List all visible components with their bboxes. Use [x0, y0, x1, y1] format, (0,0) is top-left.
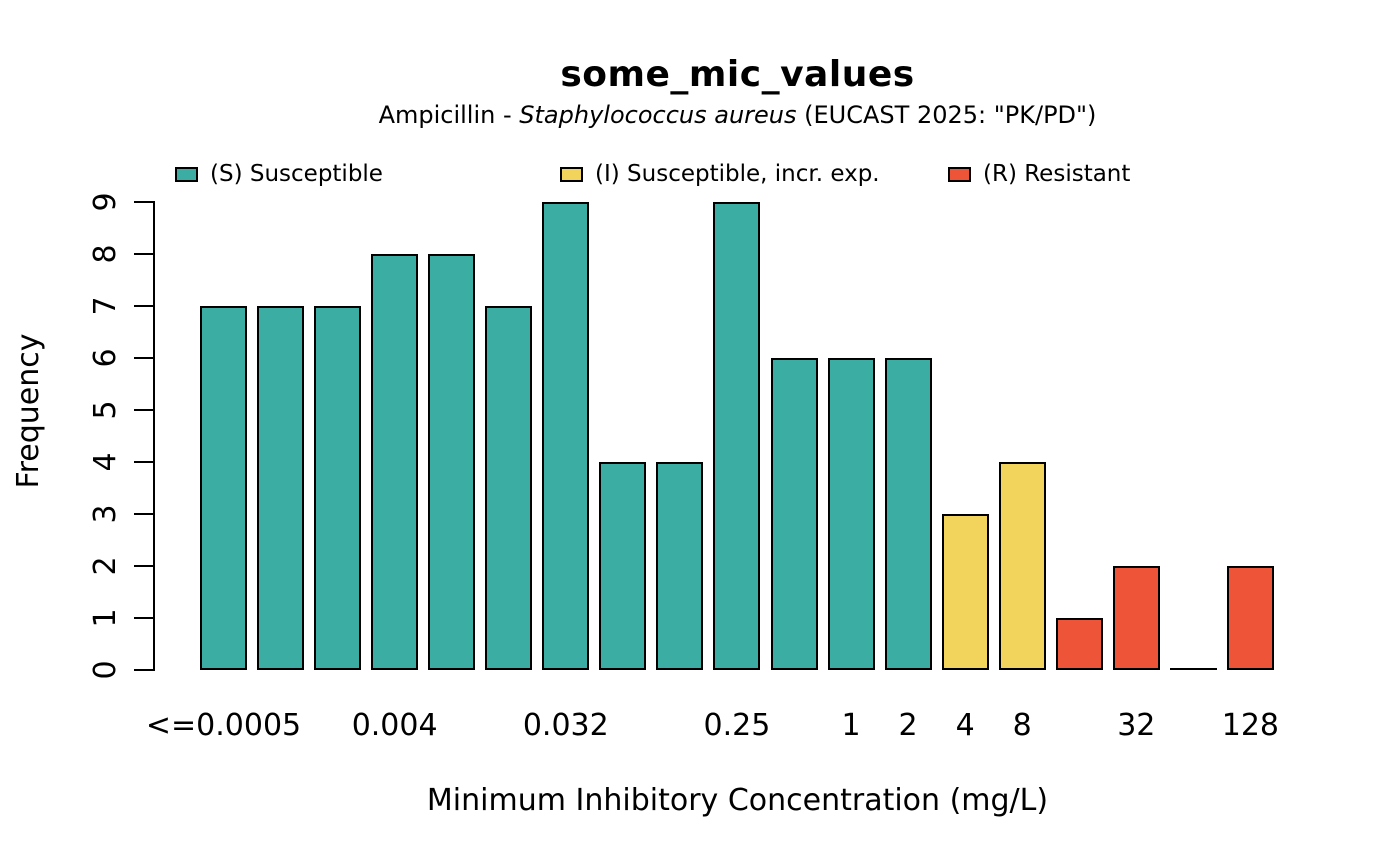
x-tick-label: 0.25	[703, 708, 771, 743]
subtitle-antibiotic: Ampicillin -	[378, 101, 520, 129]
legend-label: (I) Susceptible, incr. exp.	[595, 161, 880, 187]
bar	[428, 254, 476, 670]
y-axis-line	[153, 201, 155, 671]
bar	[1055, 618, 1103, 670]
x-tick-label: 8	[1012, 708, 1032, 743]
bar	[656, 462, 704, 670]
bar	[1112, 566, 1160, 670]
bar	[827, 358, 875, 670]
y-tick-label: 7	[87, 296, 123, 316]
y-tick-label: 8	[87, 244, 123, 264]
y-tick	[134, 461, 153, 463]
x-tick-label: <=0.0005	[145, 708, 302, 743]
x-tick-label: 4	[955, 708, 975, 743]
legend-item-resistant: (R) Resistant	[948, 159, 1130, 189]
y-tick	[134, 253, 153, 255]
bar	[941, 514, 989, 670]
x-tick-label: 0.004	[351, 708, 438, 743]
bar	[257, 306, 305, 670]
x-axis-title: Minimum Inhibitory Concentration (mg/L)	[426, 783, 1049, 818]
legend-label: (S) Susceptible	[210, 161, 383, 187]
y-tick-label: 2	[87, 556, 123, 576]
bar	[599, 462, 647, 670]
resistant-swatch-icon	[948, 166, 971, 182]
bar	[314, 306, 362, 670]
y-tick-label: 0	[87, 660, 123, 680]
subtitle-microorganism: Staphylococcus aureus	[519, 101, 797, 129]
bar	[542, 202, 590, 670]
y-tick-label: 4	[87, 452, 123, 472]
x-tick-label: 1	[841, 708, 861, 743]
susceptible-incr-exp-swatch-icon	[560, 166, 583, 182]
x-tick-label: 2	[898, 708, 918, 743]
y-tick-label: 1	[87, 608, 123, 628]
bar	[1169, 668, 1217, 670]
y-tick-label: 3	[87, 504, 123, 524]
legend-item-susceptible-incr-exp: (I) Susceptible, incr. exp.	[560, 159, 880, 189]
y-tick	[134, 617, 153, 619]
bar	[998, 462, 1046, 670]
bar	[200, 306, 247, 670]
bar	[1226, 566, 1274, 670]
y-tick-label: 9	[87, 192, 123, 212]
y-tick	[134, 357, 153, 359]
y-tick-label: 6	[87, 348, 123, 368]
bar	[485, 306, 533, 670]
y-axis-title: Frequency	[11, 333, 46, 489]
chart-subtitle: Ampicillin - Staphylococcus aureus (EUCA…	[155, 101, 1320, 129]
bar	[371, 254, 419, 670]
susceptible-swatch-icon	[175, 166, 198, 182]
legend-label: (R) Resistant	[983, 161, 1131, 187]
x-tick-label: 0.032	[522, 708, 609, 743]
y-tick	[134, 669, 153, 671]
y-tick-label: 5	[87, 400, 123, 420]
y-tick	[134, 565, 153, 567]
bar	[713, 202, 761, 670]
bar	[884, 358, 932, 670]
bar	[770, 358, 818, 670]
y-tick	[134, 305, 153, 307]
y-tick	[134, 409, 153, 411]
chart-title: some_mic_values	[560, 54, 915, 95]
legend-item-susceptible: (S) Susceptible	[175, 159, 383, 189]
y-tick	[134, 201, 153, 203]
subtitle-guideline: (EUCAST 2025: "PK/PD")	[796, 101, 1097, 129]
x-tick-label: 128	[1221, 708, 1280, 743]
x-tick-label: 32	[1117, 708, 1156, 743]
y-tick	[134, 513, 153, 515]
